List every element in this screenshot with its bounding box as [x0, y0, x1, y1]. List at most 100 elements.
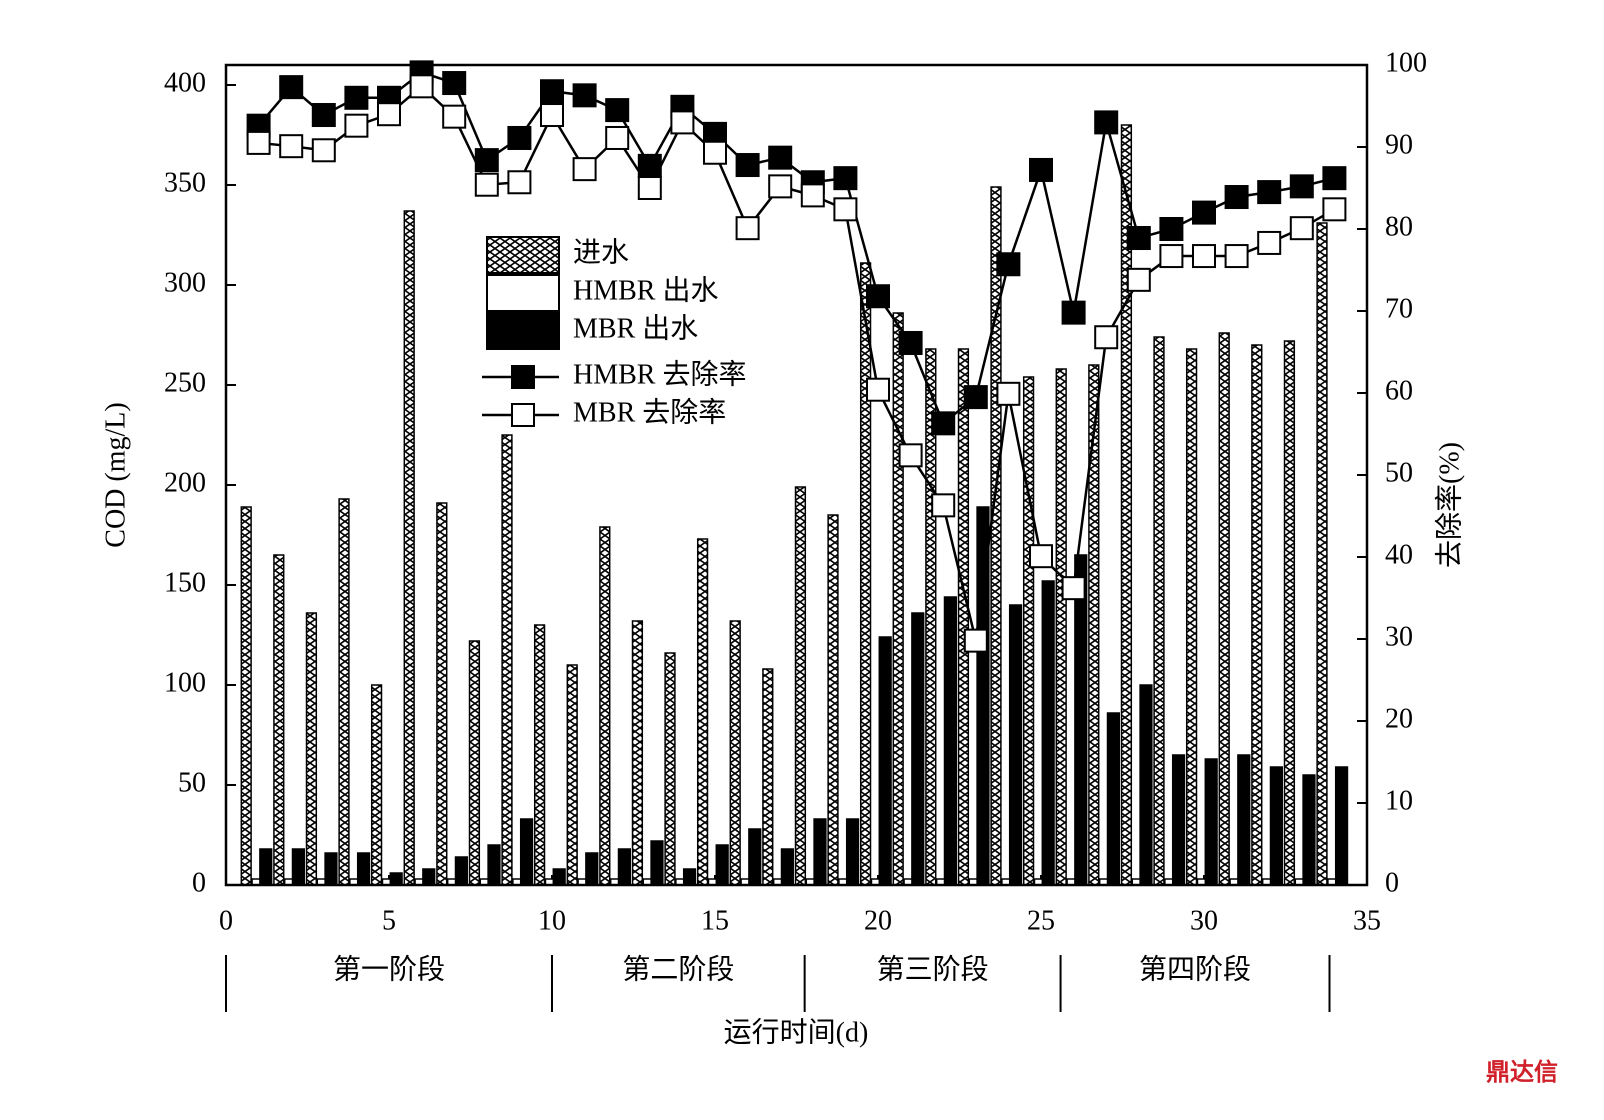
bar	[1237, 754, 1251, 886]
marker	[1126, 267, 1151, 292]
marker	[931, 493, 956, 518]
y2-tick-label: 60	[1385, 375, 1413, 406]
x-tick-label: 0	[219, 905, 233, 936]
marker	[1289, 174, 1314, 199]
marker	[670, 110, 695, 135]
marker	[1094, 110, 1119, 135]
marker	[963, 628, 988, 653]
marker	[866, 377, 890, 402]
bar	[519, 818, 534, 886]
bar	[454, 856, 468, 886]
marker	[866, 284, 890, 309]
bar	[1022, 376, 1035, 886]
y-tick-label: 0	[192, 867, 206, 898]
line	[257, 70, 1335, 426]
bar	[631, 620, 644, 886]
bar	[403, 210, 415, 886]
marker	[1322, 197, 1347, 222]
y-tick-label: 50	[178, 767, 206, 798]
bar	[1302, 774, 1316, 886]
bar	[1204, 758, 1218, 886]
x-tick-label: 20	[864, 905, 892, 936]
line	[258, 84, 1336, 641]
bar	[1283, 340, 1296, 886]
marker	[246, 130, 271, 155]
y-tick-label: 350	[164, 167, 206, 198]
marker	[311, 138, 336, 163]
marker	[703, 140, 727, 165]
watermark: 鼎达信	[1486, 1058, 1558, 1086]
bar	[1139, 684, 1153, 886]
legend-marker	[511, 365, 535, 389]
legend-swatch	[486, 312, 560, 350]
bar	[1074, 554, 1088, 886]
y2-tick-label: 40	[1385, 539, 1413, 570]
bar	[943, 596, 957, 886]
bar	[585, 852, 599, 886]
bar	[422, 868, 436, 886]
y-axis-title: COD (mg/L)	[100, 402, 131, 547]
marker	[1126, 226, 1151, 251]
bar	[845, 818, 860, 886]
bar	[436, 502, 448, 886]
marker	[833, 197, 858, 222]
legend-marker	[511, 403, 535, 427]
marker	[996, 381, 1021, 406]
bar	[1055, 368, 1067, 886]
bar	[1316, 222, 1328, 886]
x-tick-label: 25	[1027, 905, 1055, 936]
bar	[1185, 348, 1198, 886]
legend-swatch	[486, 236, 560, 274]
legend-label: MBR 出水	[573, 312, 698, 344]
bar	[990, 186, 1002, 886]
y2-tick-label: 50	[1385, 457, 1413, 488]
marker	[1159, 217, 1184, 241]
marker	[279, 134, 304, 159]
bar	[1334, 766, 1349, 886]
marker	[1061, 300, 1086, 325]
marker	[931, 411, 956, 436]
marker	[735, 153, 760, 178]
y2-tick-label: 90	[1385, 129, 1413, 160]
marker	[1061, 576, 1086, 601]
y-tick-label: 150	[164, 567, 206, 598]
y-tick-label: 100	[164, 667, 206, 698]
bar	[682, 868, 697, 886]
stage-label: 第一阶段	[333, 953, 445, 985]
bar	[356, 852, 371, 886]
x-tick-label: 10	[538, 905, 566, 936]
x-tick-label: 30	[1190, 905, 1218, 936]
bar	[533, 624, 546, 886]
bar	[892, 312, 904, 886]
bar	[1171, 754, 1186, 886]
y2-tick-label: 80	[1385, 211, 1413, 242]
marker	[1192, 244, 1216, 269]
y2-tick-label: 30	[1385, 621, 1413, 652]
bar	[566, 664, 578, 886]
y2-tick-label: 10	[1385, 785, 1413, 816]
y-tick-label: 200	[164, 467, 206, 498]
marker	[540, 79, 564, 104]
marker	[1224, 185, 1249, 210]
bar	[878, 636, 892, 886]
marker	[1159, 244, 1184, 269]
bar	[468, 640, 481, 886]
marker	[474, 148, 499, 173]
marker	[442, 71, 467, 96]
marker	[1289, 216, 1314, 241]
marker	[1224, 244, 1249, 269]
bar	[487, 844, 501, 886]
bar	[827, 514, 839, 886]
marker	[1257, 180, 1282, 205]
legend-label: HMBR 去除率	[573, 358, 746, 390]
marker	[1029, 157, 1053, 182]
bar	[552, 868, 566, 886]
marker	[996, 252, 1021, 277]
marker	[1257, 230, 1282, 255]
bar	[780, 848, 794, 886]
bar	[859, 262, 872, 886]
marker	[1094, 325, 1119, 350]
stage-label: 第四阶段	[1139, 953, 1251, 985]
marker	[409, 74, 434, 99]
